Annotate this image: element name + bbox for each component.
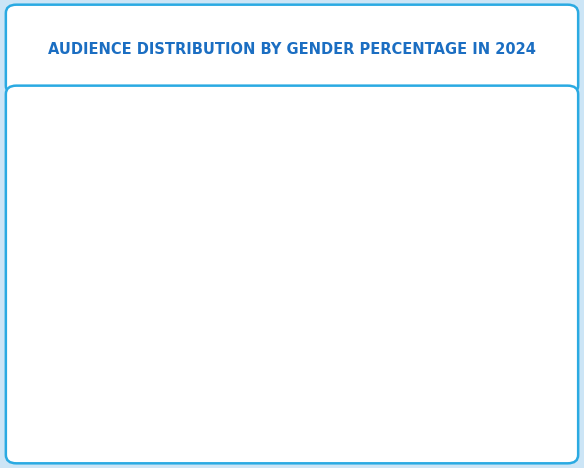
Text: 21.2%: 21.2% xyxy=(352,322,390,336)
Text: 50.6%: 50.6% xyxy=(230,207,266,220)
Bar xyxy=(467,406,522,421)
Bar xyxy=(220,223,276,421)
Bar xyxy=(343,338,399,421)
Bar xyxy=(97,325,152,421)
FancyBboxPatch shape xyxy=(6,86,578,463)
Text: 24.5%: 24.5% xyxy=(106,310,144,322)
Text: 3.8%: 3.8% xyxy=(479,391,509,403)
FancyBboxPatch shape xyxy=(6,5,578,94)
Text: AUDIENCE DISTRIBUTION BY GENDER PERCENTAGE IN 2024: AUDIENCE DISTRIBUTION BY GENDER PERCENTA… xyxy=(48,42,536,57)
